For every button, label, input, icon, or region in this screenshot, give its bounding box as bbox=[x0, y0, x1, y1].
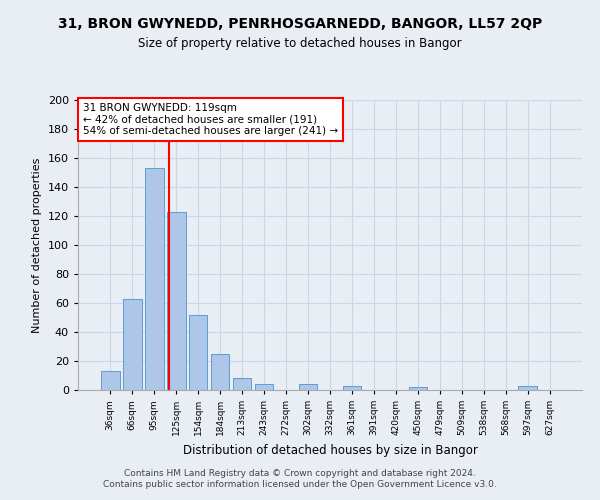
Y-axis label: Number of detached properties: Number of detached properties bbox=[32, 158, 42, 332]
Bar bbox=[189, 314, 208, 390]
Bar bbox=[167, 212, 185, 390]
Bar bbox=[409, 387, 427, 390]
Text: 31 BRON GWYNEDD: 119sqm
← 42% of detached houses are smaller (191)
54% of semi-d: 31 BRON GWYNEDD: 119sqm ← 42% of detache… bbox=[83, 103, 338, 136]
Bar bbox=[123, 298, 142, 390]
Bar bbox=[101, 371, 119, 390]
Bar bbox=[343, 386, 361, 390]
Bar bbox=[211, 354, 229, 390]
Bar bbox=[518, 386, 537, 390]
Bar bbox=[233, 378, 251, 390]
Text: Contains public sector information licensed under the Open Government Licence v3: Contains public sector information licen… bbox=[103, 480, 497, 489]
Bar bbox=[145, 168, 164, 390]
X-axis label: Distribution of detached houses by size in Bangor: Distribution of detached houses by size … bbox=[182, 444, 478, 456]
Bar bbox=[255, 384, 274, 390]
Text: 31, BRON GWYNEDD, PENRHOSGARNEDD, BANGOR, LL57 2QP: 31, BRON GWYNEDD, PENRHOSGARNEDD, BANGOR… bbox=[58, 18, 542, 32]
Text: Size of property relative to detached houses in Bangor: Size of property relative to detached ho… bbox=[138, 38, 462, 51]
Bar bbox=[299, 384, 317, 390]
Text: Contains HM Land Registry data © Crown copyright and database right 2024.: Contains HM Land Registry data © Crown c… bbox=[124, 468, 476, 477]
